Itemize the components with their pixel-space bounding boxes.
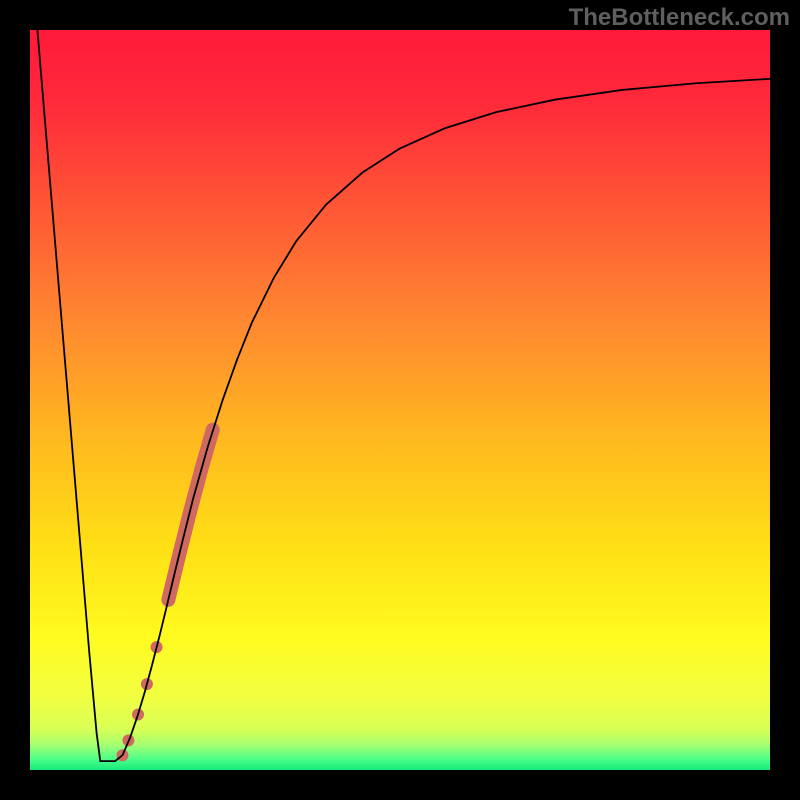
chart-frame: TheBottleneck.com (0, 0, 800, 800)
plot-svg (30, 30, 770, 770)
plot-area (30, 30, 770, 770)
plot-background (30, 30, 770, 770)
watermark-text: TheBottleneck.com (569, 4, 790, 32)
